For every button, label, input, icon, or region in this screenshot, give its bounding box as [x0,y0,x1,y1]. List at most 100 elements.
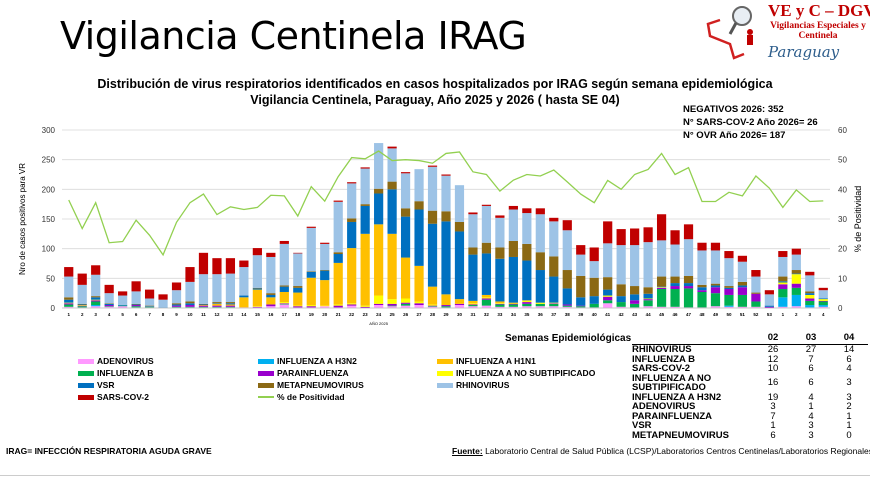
column-header: 02 [754,332,792,345]
bar-segment-sars-cov-2 [225,258,236,274]
x-tick-label: 25 [390,312,396,317]
y2-tick-label: 0 [838,304,843,313]
bar-segment-adenovirus [387,306,397,308]
bar-segment-vsr [656,286,667,288]
column-header: 03 [792,332,830,345]
bar-segment-influenza-a-no-subtipificado [64,302,74,304]
legend-item: PARAINFLUENZA [258,367,349,379]
bar-segment-sars-cov-2 [495,215,505,218]
x-tick-label: 3 [809,312,812,317]
bar-segment-influenza-b [279,303,289,305]
bar-segment-rhinovirus [454,185,465,222]
legend-swatch [258,358,274,364]
bar-segment-vsr [603,289,613,296]
bar-segment-metapneumovirus [603,277,613,290]
y-axis-label: Nro de casos positivos para VR [18,163,27,275]
bar-segment-influenza-a-h1n1 [320,280,330,306]
bar-segment-metapneumovirus [670,276,680,284]
logo-text: VE y C – DGVS [768,1,870,20]
bar-segment-influenza-b [468,305,478,307]
bar-segment-influenza-a-no-subtipificado [535,302,545,304]
bar-segment-rhinovirus [468,214,478,248]
y-tick-label: 0 [51,304,56,313]
cell-value: 3 [846,391,852,403]
bar-segment-sars-cov-2 [91,265,101,275]
bar-segment-adenovirus [710,306,721,308]
y2-tick-label: 10 [838,274,847,283]
magnifier-logo-icon [706,6,753,60]
stats-box: NEGATIVOS 2026: 352 N° SARS-COV-2 Año 20… [683,103,818,142]
bar-segment-vsr [104,303,114,306]
bar-segment-metapneumovirus [64,297,74,300]
bar-segment-vsr [778,281,788,283]
cell-value: 4 [846,363,852,374]
legend-item: % de Positividad [258,391,345,403]
bar-segment-vsr [481,253,492,295]
x-tick-label: 42 [619,312,625,317]
bar-segment-metapneumovirus [495,247,505,259]
bar-segment-influenza-a-h1n1 [266,297,276,305]
x-tick-label: 28 [430,312,436,317]
bar-segment-rhinovirus [414,169,424,202]
cell-value: 19 [767,391,779,403]
logo: VE y C – DGVS Vigilancias Especiales y C… [700,0,870,70]
bar-segment-sars-cov-2 [468,212,478,215]
bar-segment-parainfluenza [427,305,438,307]
bar-segment-influenza-a-h1n1 [427,286,438,305]
bar-segment-vsr [400,216,411,258]
bar-segment-influenza-b [656,289,667,307]
x-tick-label: 16 [268,312,274,317]
bar-segment-sars-cov-2 [630,228,640,246]
bar-segment-metapneumovirus [549,256,559,277]
row-label: RHINOVIRUS [632,344,692,355]
bar-segment-vsr [791,273,801,275]
bar-segment-influenza-a-no-subtipificado [549,302,559,304]
bar-segment-influenza-b [791,287,801,295]
bar-segment-sars-cov-2 [576,245,586,255]
cell-value: 3 [770,401,776,412]
bar-segment-rhinovirus [603,243,613,278]
x-tick-label: 51 [740,312,746,317]
x-tick-label: 23 [363,312,369,317]
bar-segment-sars-cov-2 [616,229,626,246]
logo-country: Paraguay [768,43,840,61]
bar-segment-influenza-a-h1n1 [468,300,478,304]
x-tick-label: 33 [497,312,503,317]
bar-segment-sars-cov-2 [64,267,74,277]
bar-segment-metapneumovirus [481,242,492,254]
bar-segment-metapneumovirus [724,286,734,288]
bar-segment-adenovirus [427,306,438,308]
x-tick-label: 22 [349,312,355,317]
x-tick-label: 30 [457,312,463,317]
row-label: INFLUENZA B [632,353,695,365]
bar-segment-influenza-b [118,305,128,307]
bar-segment-rhinovirus [118,295,128,306]
bar-segment-metapneumovirus [751,292,761,294]
bar-segment-sars-cov-2 [171,282,182,291]
bar-segment-influenza-b [818,301,828,306]
cell-value: 27 [805,344,817,355]
bar-segment-vsr [670,283,680,287]
bar-segment-influenza-a-no-subtipificado [481,297,492,299]
bar-segment-influenza-b [724,294,734,306]
bar-segment-metapneumovirus [454,221,465,232]
footnote: IRAG= INFECCIÓN RESPIRATORIA AGUDA GRAVE [6,446,212,456]
bar-segment-vsr [333,254,343,263]
bar-segment-influenza-a-no-subtipificado [643,298,653,300]
bar-segment-rhinovirus [347,183,357,219]
bar-segment-parainfluenza [737,287,748,295]
x-tick-label: 53 [767,312,773,317]
bar-segment-metapneumovirus [91,296,101,298]
bar-segment-parainfluenza [791,283,801,288]
x-tick-label: 39 [578,312,584,317]
bar-segment-parainfluenza [778,284,788,290]
x-tick-label: 10 [187,312,193,317]
bar-segment-vsr [414,209,424,266]
bar-segment-influenza-a-h1n1 [495,301,505,304]
bar-segment-influenza-a-no-subtipificado [427,304,438,306]
legend-swatch [78,370,94,376]
bar-segment-influenza-b [576,306,586,308]
y2-tick-label: 40 [838,185,847,194]
x-tick-label: 13 [228,312,234,317]
bar-segment-sars-cov-2 [549,217,559,222]
